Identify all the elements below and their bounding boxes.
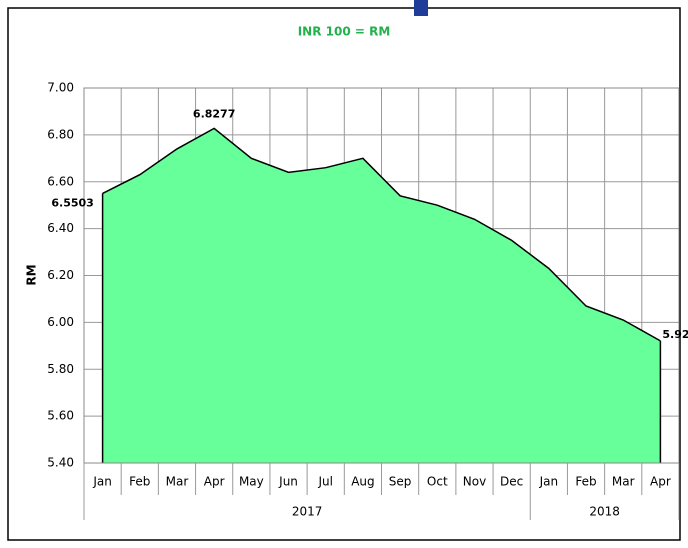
y-tick-label: 5.80 xyxy=(47,362,74,376)
data-label: 5.9212 xyxy=(662,328,688,341)
x-tick-label: Apr xyxy=(650,475,671,489)
x-tick-label: Sep xyxy=(389,475,412,489)
x-group-label: 2017 xyxy=(292,505,323,519)
y-tick-label: 6.40 xyxy=(47,221,74,235)
y-tick-label: 6.00 xyxy=(47,315,74,329)
x-tick-label: Mar xyxy=(612,475,635,489)
y-axis-label: RM xyxy=(25,264,39,285)
y-tick-label: 6.20 xyxy=(47,268,74,282)
line xyxy=(102,127,661,342)
y-tick-label: 5.60 xyxy=(47,409,74,423)
data-label: 6.5503 xyxy=(51,196,93,209)
x-tick-label: May xyxy=(239,475,264,489)
top-decoration xyxy=(414,0,428,16)
data-label: 6.8277 xyxy=(193,107,235,120)
x-tick-label: Aug xyxy=(351,475,374,489)
x-tick-label: Dec xyxy=(500,475,523,489)
x-tick-label: Feb xyxy=(575,475,596,489)
x-group-label: 2018 xyxy=(589,505,620,519)
x-tick-label: Jul xyxy=(317,475,332,489)
x-tick-label: Nov xyxy=(463,475,486,489)
x-tick-label: Jun xyxy=(278,475,298,489)
y-tick-label: 6.60 xyxy=(47,174,74,188)
x-tick-label: Feb xyxy=(129,475,150,489)
y-tick-label: 6.80 xyxy=(47,127,74,141)
x-tick-label: Oct xyxy=(427,475,448,489)
x-tick-label: Jan xyxy=(92,475,112,489)
y-tick-label: 5.40 xyxy=(47,456,74,470)
y-tick-label: 7.00 xyxy=(47,81,74,95)
chart-title: INR 100 = RM xyxy=(298,25,391,39)
x-tick-label: Apr xyxy=(204,475,225,489)
x-tick-label: Mar xyxy=(166,475,189,489)
x-tick-label: Jan xyxy=(539,475,559,489)
area xyxy=(102,128,661,463)
